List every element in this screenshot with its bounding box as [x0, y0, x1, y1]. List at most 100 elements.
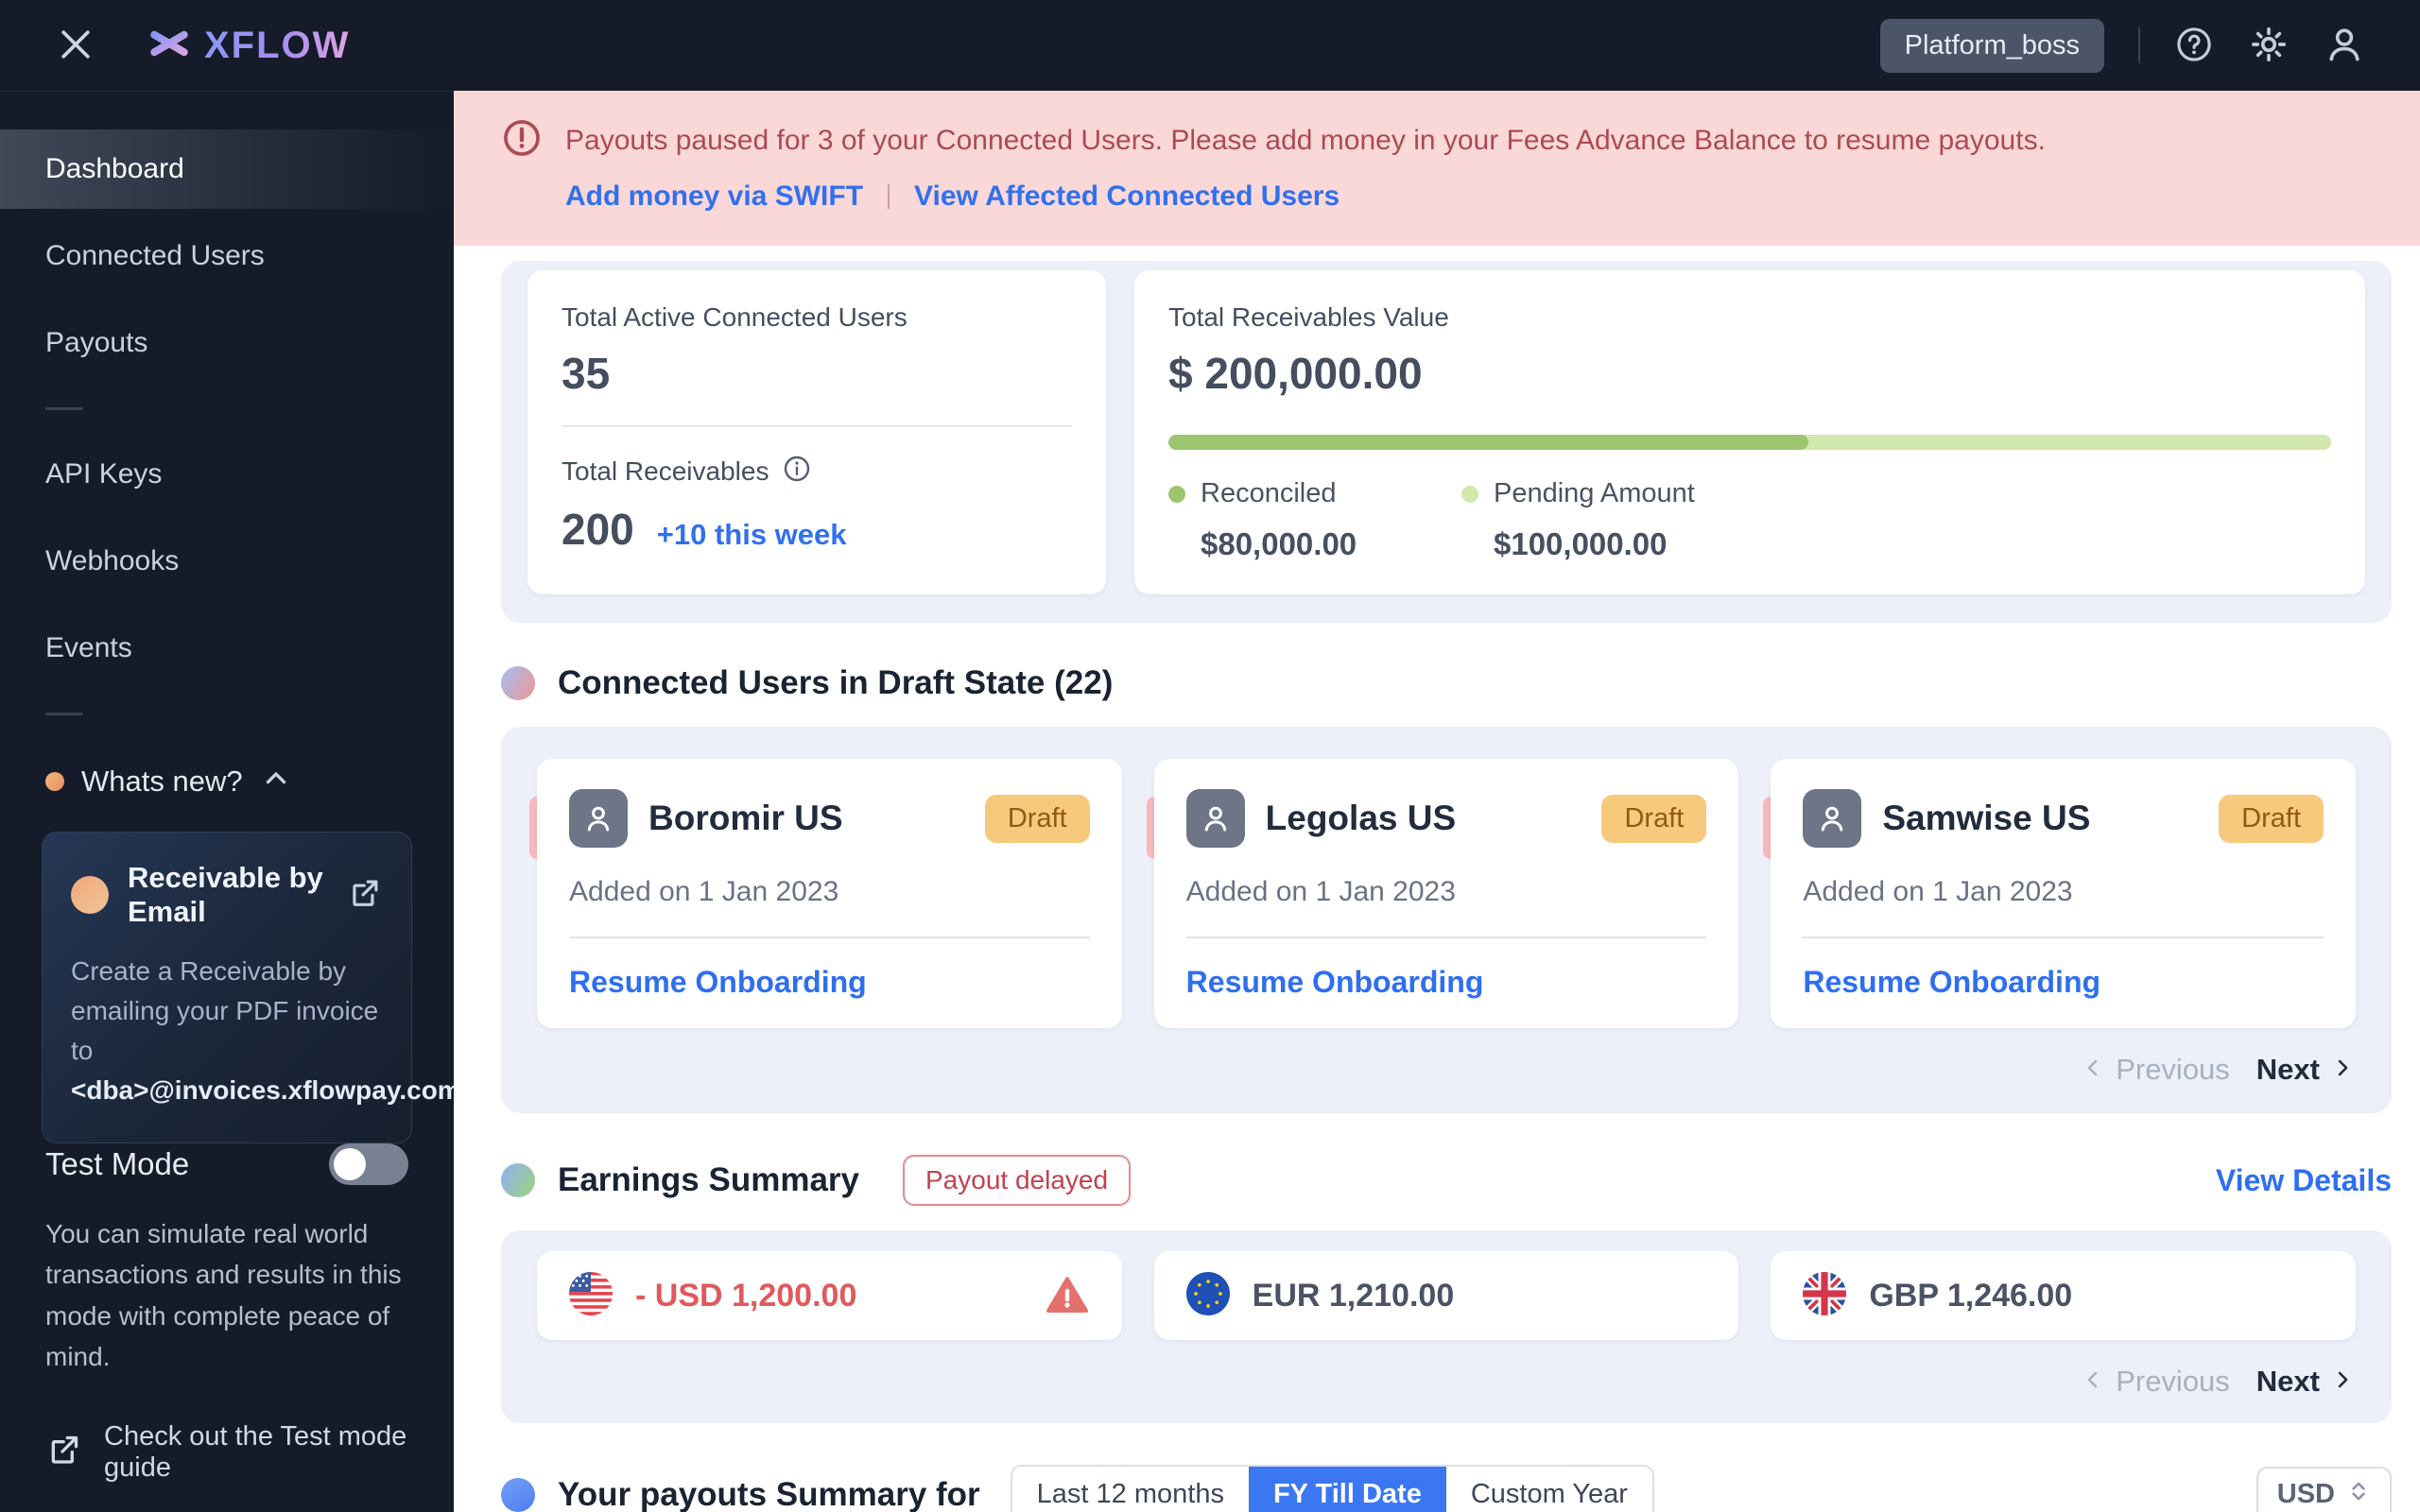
- receivables-value-label: Total Receivables Value: [1168, 302, 1449, 332]
- draft-section-dot-icon: [501, 666, 535, 700]
- sidebar-divider: [45, 407, 83, 410]
- brand-logo: XFLOW: [147, 22, 350, 70]
- test-mode-label: Test Mode: [45, 1146, 190, 1181]
- card-divider: [569, 936, 1090, 938]
- warning-triangle-icon: [1046, 1277, 1088, 1313]
- sidebar-item-connected-users[interactable]: Connected Users: [45, 240, 265, 271]
- pending-amount: $100,000.00: [1494, 526, 1668, 561]
- added-date: Added on 1 Jan 2023: [569, 876, 839, 907]
- sidebar-item-api-keys[interactable]: API Keys: [45, 458, 163, 490]
- whats-new-dot-icon: [45, 771, 64, 791]
- chevron-updown-icon: [2346, 1479, 2371, 1511]
- xflow-logo-icon: [147, 22, 191, 70]
- whats-new-label: Whats new?: [81, 764, 243, 798]
- test-mode-toggle[interactable]: [329, 1143, 408, 1185]
- eur-earnings-card: EUR 1,210.00: [1153, 1251, 1739, 1340]
- eur-amount: EUR 1,210.00: [1252, 1277, 1455, 1314]
- external-link-icon: [45, 1431, 83, 1473]
- progress-reconciled: [1168, 435, 1808, 450]
- link-divider: [888, 184, 890, 209]
- test-mode-section: Test Mode You can simulate real world tr…: [0, 1143, 454, 1512]
- added-date: Added on 1 Jan 2023: [1803, 876, 2073, 907]
- tab-custom-year[interactable]: Custom Year: [1445, 1467, 1652, 1512]
- promo-email: <dba>@invoices.xflowpay.com.: [71, 1075, 469, 1105]
- user-name: Legolas US: [1265, 799, 1457, 837]
- alert-circle-icon: [501, 117, 543, 163]
- resume-onboarding-link[interactable]: Resume Onboarding: [1803, 965, 2101, 999]
- info-icon[interactable]: [782, 454, 812, 489]
- test-mode-guide-link[interactable]: Check out the Test mode guide: [45, 1421, 408, 1484]
- view-details-link[interactable]: View Details: [2215, 1162, 2392, 1197]
- promo-body-text: Create a Receivable by emailing your PDF…: [71, 956, 379, 1065]
- earnings-section: - USD 1,200.00: [501, 1230, 2392, 1423]
- add-money-swift-link[interactable]: Add money via SWIFT: [565, 180, 864, 212]
- previous-button[interactable]: Previous: [2080, 1053, 2230, 1087]
- us-flag-icon: [569, 1271, 613, 1320]
- user-name: Samwise US: [1882, 799, 2091, 837]
- chevron-up-icon: [260, 763, 292, 799]
- external-link-icon[interactable]: [347, 875, 383, 916]
- user-avatar: [1185, 789, 1245, 848]
- reconciled-amount: $80,000.00: [1201, 526, 1357, 561]
- user-avatar: [569, 789, 628, 848]
- pending-label: Pending Amount: [1494, 478, 1695, 508]
- sidebar-item-dashboard[interactable]: Dashboard: [0, 129, 454, 209]
- sidebar-item-events[interactable]: Events: [45, 632, 132, 663]
- user-name: Boromir US: [648, 799, 843, 837]
- receivables-value: 200: [562, 505, 634, 554]
- chevron-left-icon: [2080, 1366, 2106, 1398]
- alert-message: Payouts paused for 3 of your Connected U…: [565, 124, 2046, 156]
- draft-user-card: Samwise US Draft Added on 1 Jan 2023 Res…: [1763, 759, 2356, 1028]
- chevron-left-icon: [2080, 1055, 2106, 1086]
- sidebar-item-payouts[interactable]: Payouts: [45, 327, 148, 358]
- draft-user-card: Legolas US Draft Added on 1 Jan 2023 Res…: [1146, 759, 1739, 1028]
- currency-select-value: USD: [2276, 1479, 2335, 1509]
- card-divider: [1185, 936, 1707, 938]
- sidebar-item-webhooks[interactable]: Webhooks: [45, 545, 180, 576]
- help-button[interactable]: [2174, 25, 2214, 67]
- added-date: Added on 1 Jan 2023: [1185, 876, 1456, 907]
- gbp-amount: GBP 1,246.00: [1869, 1277, 2073, 1314]
- resume-onboarding-link[interactable]: Resume Onboarding: [1185, 965, 1484, 999]
- previous-button[interactable]: Previous: [2080, 1365, 2230, 1399]
- next-label: Next: [2256, 1365, 2320, 1398]
- uk-flag-icon: [1803, 1271, 1847, 1320]
- previous-label: Previous: [2116, 1053, 2230, 1086]
- toggle-knob: [334, 1148, 366, 1180]
- promo-title: Receivable by Email: [128, 861, 323, 928]
- settings-button[interactable]: [2248, 24, 2290, 68]
- promo-dot-icon: [71, 876, 109, 914]
- next-button[interactable]: Next: [2243, 1053, 2356, 1087]
- usd-amount: - USD 1,200.00: [635, 1277, 857, 1314]
- reconciliation-progress-bar: [1168, 435, 2331, 450]
- currency-select[interactable]: USD: [2256, 1466, 2392, 1512]
- tab-last-12-months[interactable]: Last 12 months: [1011, 1467, 1249, 1512]
- view-affected-users-link[interactable]: View Affected Connected Users: [914, 180, 1340, 212]
- draft-user-card: Boromir US Draft Added on 1 Jan 2023 Res…: [529, 759, 1122, 1028]
- payout-delayed-badge: Payout delayed: [903, 1155, 1132, 1206]
- active-users-label: Total Active Connected Users: [562, 302, 908, 332]
- draft-status-badge: Draft: [1601, 794, 1707, 843]
- close-sidebar-button[interactable]: [55, 24, 96, 68]
- receivables-value-amount: $ 200,000.00: [1168, 349, 1423, 398]
- tab-fy-till-date[interactable]: FY Till Date: [1248, 1467, 1446, 1512]
- resume-onboarding-link[interactable]: Resume Onboarding: [569, 965, 867, 999]
- receivables-delta: +10 this week: [656, 518, 847, 551]
- receivable-by-email-card[interactable]: Receivable by Email Create a Receivable …: [42, 832, 468, 1143]
- whats-new-toggle[interactable]: Whats new?: [0, 740, 454, 822]
- sidebar-divider: [45, 713, 83, 715]
- gbp-earnings-card: GBP 1,246.00: [1771, 1251, 2356, 1340]
- reconciled-dot-icon: [1168, 485, 1185, 503]
- receivables-value-card: Total Receivables Value $ 200,000.00 Rec…: [1134, 270, 2365, 594]
- promo-description: Create a Receivable by emailing your PDF…: [71, 952, 468, 1110]
- profile-button[interactable]: [2324, 24, 2365, 68]
- user-avatar: [1803, 789, 1862, 848]
- next-button[interactable]: Next: [2243, 1365, 2356, 1399]
- card-divider: [1803, 936, 2324, 938]
- top-navbar: XFLOW Platform_boss: [0, 0, 2420, 91]
- brand-name: XFLOW: [204, 24, 351, 66]
- chevron-right-icon: [2329, 1055, 2356, 1086]
- test-mode-description: You can simulate real world transactions…: [45, 1219, 402, 1372]
- account-badge[interactable]: Platform_boss: [1879, 18, 2104, 73]
